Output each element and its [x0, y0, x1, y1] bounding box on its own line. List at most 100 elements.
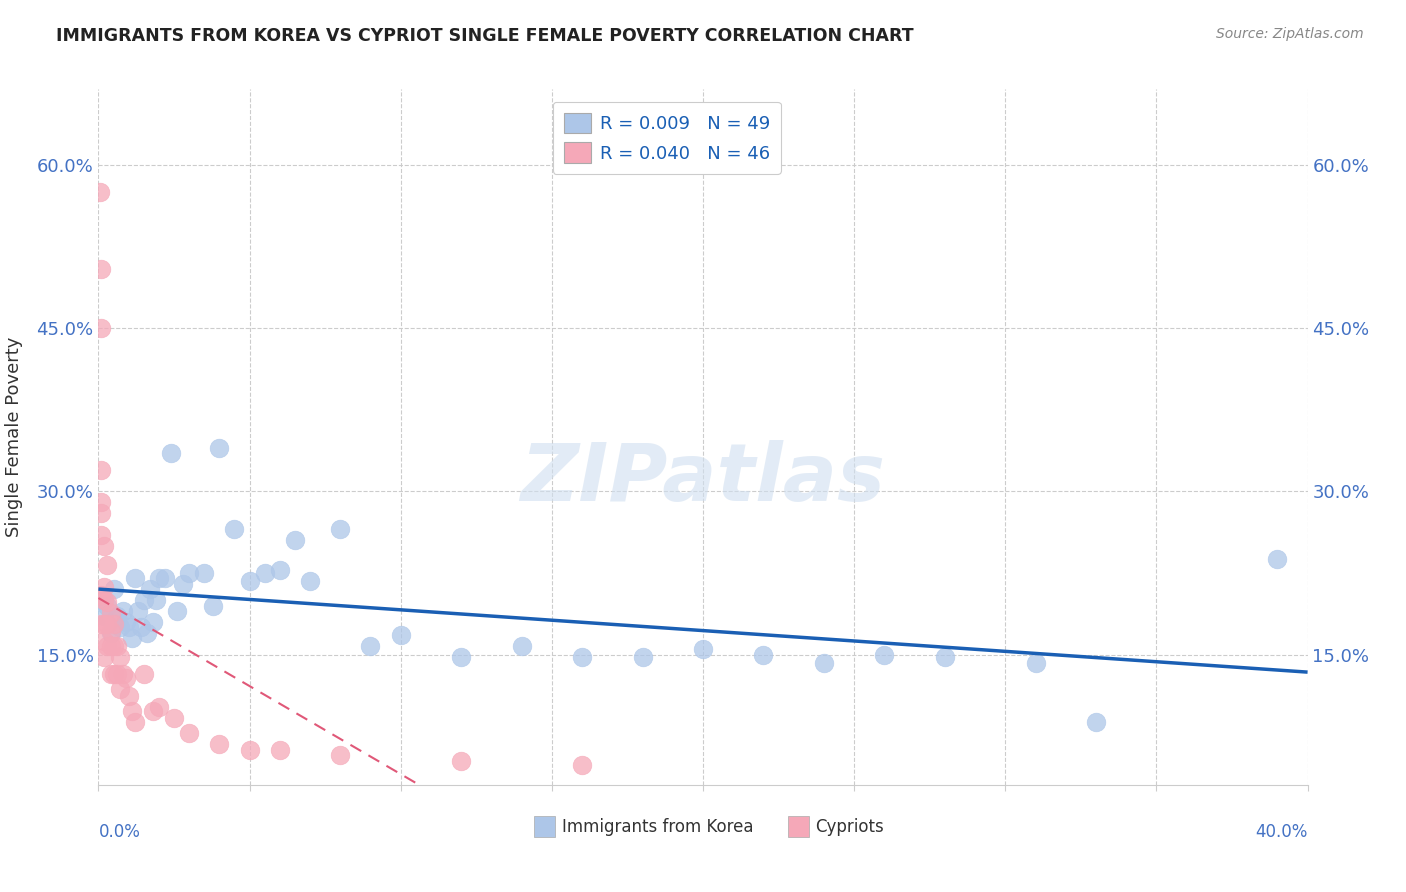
Point [90, 463, 112, 477]
Point [1085, 714, 1108, 729]
Point [118, 689, 141, 703]
Point [90, 528, 112, 542]
Text: Source: ZipAtlas.com: Source: ZipAtlas.com [1216, 27, 1364, 41]
Point [145, 593, 167, 607]
Point [179, 726, 201, 740]
Point [135, 625, 157, 640]
Point [90, 495, 112, 509]
Point [253, 566, 276, 580]
Point [202, 599, 225, 613]
Point [103, 667, 125, 681]
Point [148, 571, 170, 585]
Point [692, 642, 714, 657]
Point [389, 628, 412, 642]
Point [571, 649, 593, 664]
Point [329, 523, 352, 537]
Point [93, 580, 115, 594]
Text: Cypriots: Cypriots [815, 818, 884, 836]
Point [90, 506, 112, 520]
Point [96, 595, 118, 609]
Point [105, 667, 128, 681]
Point [1267, 551, 1289, 566]
Point [108, 682, 131, 697]
Point [132, 667, 155, 681]
Point [813, 657, 835, 671]
Point [166, 604, 188, 618]
Point [269, 563, 291, 577]
Point [103, 617, 125, 632]
Point [114, 615, 136, 629]
Point [160, 446, 183, 460]
Point [103, 639, 125, 653]
Point [100, 625, 122, 640]
Point [450, 649, 472, 664]
Point [208, 737, 231, 751]
Point [208, 441, 231, 455]
Text: IMMIGRANTS FROM KOREA VS CYPRIOT SINGLE FEMALE POVERTY CORRELATION CHART: IMMIGRANTS FROM KOREA VS CYPRIOT SINGLE … [56, 27, 914, 45]
Point [93, 593, 115, 607]
Point [108, 620, 131, 634]
Point [96, 617, 118, 632]
Point [172, 577, 194, 591]
Point [100, 639, 122, 653]
Point [179, 566, 201, 580]
Text: Immigrants from Korea: Immigrants from Korea [561, 818, 754, 836]
Point [284, 533, 307, 548]
Point [93, 634, 115, 648]
Point [360, 639, 382, 653]
Point [142, 704, 165, 718]
Point [90, 588, 112, 602]
Point [127, 604, 149, 618]
Point [105, 639, 128, 653]
Text: 0.0%: 0.0% [98, 823, 141, 841]
FancyBboxPatch shape [534, 816, 555, 837]
Point [96, 639, 118, 653]
Point [100, 667, 122, 681]
Point [163, 710, 186, 724]
Point [129, 620, 152, 634]
Text: ZIPatlas: ZIPatlas [520, 440, 886, 518]
Point [90, 321, 112, 335]
Point [510, 639, 533, 653]
Point [873, 648, 896, 662]
Point [93, 609, 115, 624]
Point [124, 714, 146, 729]
Point [193, 566, 215, 580]
Point [108, 649, 131, 664]
Point [111, 667, 134, 681]
Point [121, 631, 143, 645]
Point [100, 606, 122, 620]
Point [269, 743, 291, 757]
Point [90, 617, 112, 632]
Point [124, 571, 146, 585]
Point [450, 754, 472, 768]
Point [118, 620, 141, 634]
Point [139, 582, 162, 597]
Point [93, 649, 115, 664]
Point [132, 593, 155, 607]
Point [105, 609, 128, 624]
Point [153, 571, 176, 585]
Point [329, 747, 352, 762]
Text: 40.0%: 40.0% [1256, 823, 1308, 841]
Point [90, 593, 112, 607]
Point [1024, 657, 1046, 671]
Point [93, 617, 115, 632]
Point [631, 649, 654, 664]
Point [96, 599, 118, 613]
Point [239, 574, 262, 588]
Point [90, 261, 112, 276]
Point [114, 672, 136, 686]
Point [239, 743, 262, 757]
Point [299, 574, 322, 588]
Y-axis label: Single Female Poverty: Single Female Poverty [4, 337, 22, 537]
Point [142, 615, 165, 629]
Point [111, 604, 134, 618]
Point [934, 649, 956, 664]
Point [752, 648, 775, 662]
Point [100, 624, 122, 638]
Point [89, 186, 111, 200]
Point [148, 699, 170, 714]
Point [224, 523, 246, 537]
Point [93, 539, 115, 553]
